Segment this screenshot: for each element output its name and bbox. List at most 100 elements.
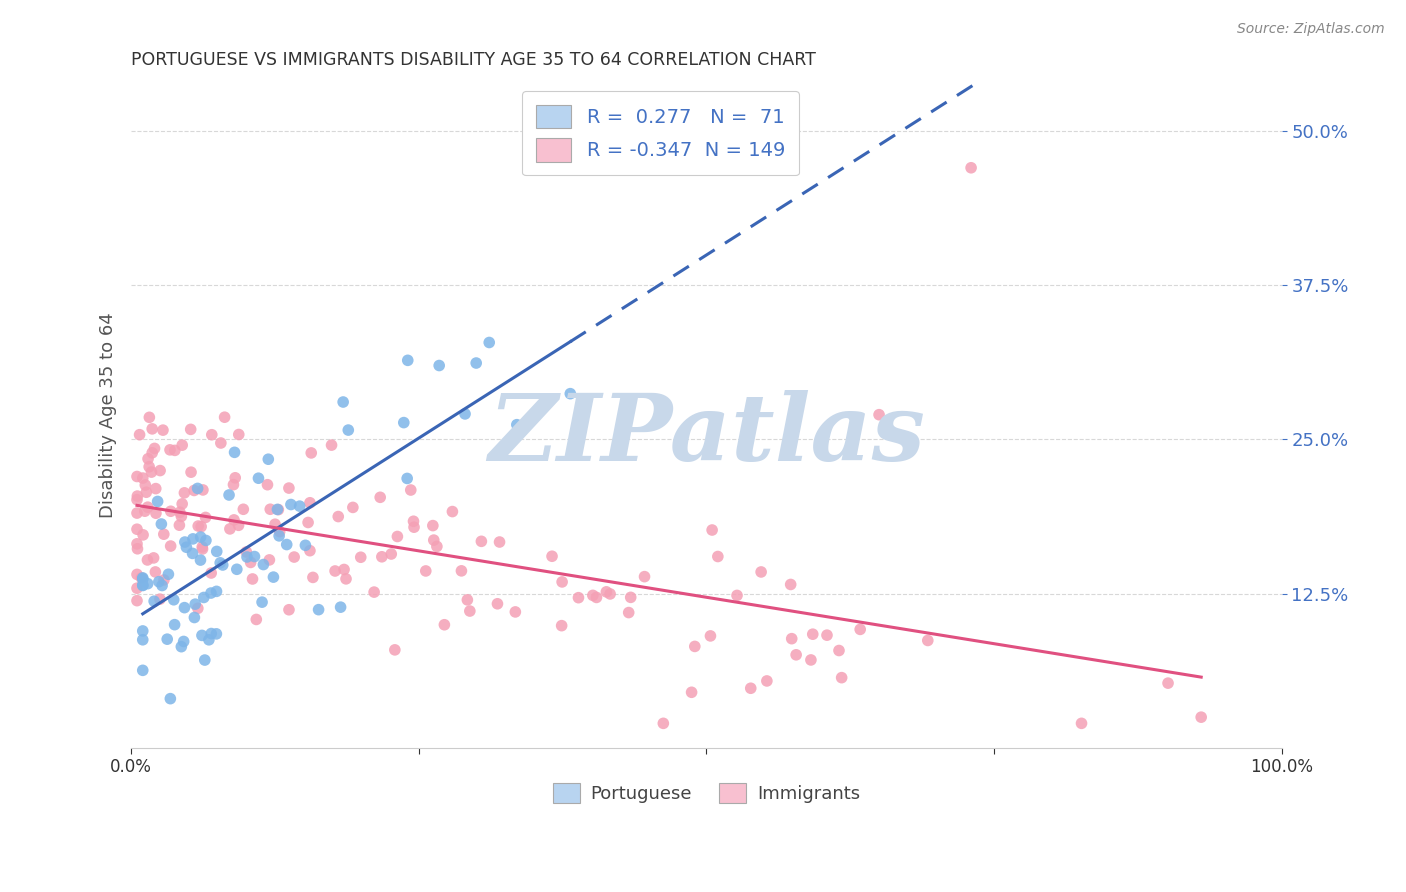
Point [132, 571, 155, 585]
Point [426, 540, 449, 554]
Point [505, 605, 527, 619]
Point [201, 427, 224, 442]
Point [183, 483, 205, 498]
Point [245, 612, 267, 626]
Point [173, 634, 195, 648]
Point [224, 471, 246, 485]
Point [194, 653, 217, 667]
Point [159, 442, 181, 457]
Point [218, 488, 240, 502]
Point [252, 558, 274, 572]
Point [173, 600, 195, 615]
Point [828, 643, 851, 657]
Point [801, 627, 824, 641]
Text: Source: ZipAtlas.com: Source: ZipAtlas.com [1237, 22, 1385, 37]
Point [143, 594, 166, 608]
Point [269, 529, 291, 543]
Point [779, 577, 801, 591]
Point [209, 556, 232, 570]
Point [194, 510, 217, 524]
Point [384, 643, 406, 657]
Point [294, 538, 316, 552]
Point [785, 648, 807, 662]
Point [146, 494, 169, 508]
Point [269, 524, 291, 539]
Point [127, 489, 149, 503]
Point [169, 518, 191, 533]
Point [125, 567, 148, 582]
Point [131, 571, 153, 585]
Point [190, 530, 212, 544]
Point [456, 592, 478, 607]
Point [150, 578, 173, 592]
Point [617, 606, 640, 620]
Point [211, 558, 233, 572]
Point [135, 485, 157, 500]
Point [125, 506, 148, 520]
Point [550, 618, 572, 632]
Point [299, 446, 322, 460]
Point [247, 471, 270, 485]
Point [141, 446, 163, 460]
Point [181, 546, 204, 560]
Point [266, 502, 288, 516]
Point [585, 591, 607, 605]
Point [288, 499, 311, 513]
Point [700, 523, 723, 537]
Point [243, 549, 266, 564]
Point [725, 589, 748, 603]
Point [333, 562, 356, 576]
Point [368, 491, 391, 505]
Point [125, 593, 148, 607]
Point [302, 570, 325, 584]
Point [149, 592, 172, 607]
Point [176, 540, 198, 554]
Point [478, 335, 501, 350]
Point [132, 578, 155, 592]
Point [228, 518, 250, 533]
Point [308, 602, 330, 616]
Point [125, 581, 148, 595]
Point [136, 553, 159, 567]
Point [180, 422, 202, 436]
Point [465, 356, 488, 370]
Point [148, 574, 170, 589]
Point [298, 543, 321, 558]
Point [541, 549, 564, 564]
Point [145, 506, 167, 520]
Point [136, 500, 159, 515]
Point [250, 595, 273, 609]
Point [363, 585, 385, 599]
Point [328, 509, 350, 524]
Point [283, 549, 305, 564]
Point [198, 632, 221, 647]
Y-axis label: Disability Age 35 to 64: Disability Age 35 to 64 [100, 312, 117, 517]
Point [337, 423, 360, 437]
Point [599, 587, 621, 601]
Point [321, 438, 343, 452]
Point [276, 537, 298, 551]
Point [157, 567, 180, 582]
Point [184, 597, 207, 611]
Point [153, 527, 176, 541]
Point [749, 565, 772, 579]
Point [441, 505, 464, 519]
Point [214, 410, 236, 425]
Point [145, 565, 167, 579]
Point [125, 522, 148, 536]
Point [225, 562, 247, 576]
Point [183, 610, 205, 624]
Point [136, 451, 159, 466]
Point [458, 604, 481, 618]
Point [134, 478, 156, 492]
Point [257, 452, 280, 467]
Point [136, 576, 159, 591]
Point [433, 617, 456, 632]
Point [232, 502, 254, 516]
Point [342, 500, 364, 515]
Point [335, 572, 357, 586]
Legend: Portuguese, Immigrants: Portuguese, Immigrants [544, 774, 869, 813]
Point [200, 586, 222, 600]
Point [173, 535, 195, 549]
Point [187, 482, 209, 496]
